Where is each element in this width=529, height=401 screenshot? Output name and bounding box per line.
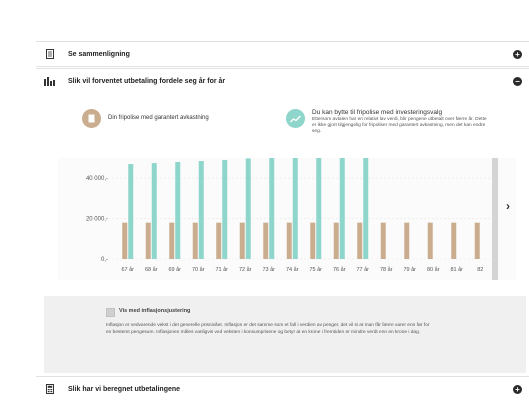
bar-investment	[269, 158, 275, 259]
collapse-icon[interactable]: −	[513, 76, 522, 86]
x-tick-label: 80 år	[427, 266, 440, 273]
bar-investment	[151, 163, 157, 259]
x-tick-label: 82	[477, 267, 483, 273]
y-tick-label: 40 000,-	[86, 176, 108, 182]
payout-chart-svg: 0,- 20 000,- 40 000,- 67 år 68 år 69 år 70 år 7…	[86, 158, 492, 273]
inflation-info-box: Vis med inflasjonsjustering Inflasjon er…	[44, 296, 526, 373]
bar-guaranteed	[474, 222, 480, 259]
x-tick-label: 77 år	[356, 266, 369, 273]
bar-investment	[198, 161, 204, 259]
bar-guaranteed	[310, 222, 316, 259]
bar-investment	[245, 158, 251, 259]
document-icon	[82, 109, 101, 128]
expand-icon[interactable]: +	[513, 49, 522, 59]
bar-investment	[128, 164, 134, 259]
legend-investment-label: Du kan bytte til fripolise med investeri…	[312, 109, 443, 116]
bar-guaranteed	[427, 222, 433, 259]
trend-up-icon	[286, 109, 305, 128]
bar-guaranteed	[286, 222, 292, 259]
x-tick-label: 79 år	[403, 266, 416, 273]
y-tick-label: 0,-	[101, 257, 108, 263]
bar-guaranteed	[122, 222, 128, 259]
distribution-section: Slik vil forventet utbetaling fordele se…	[36, 68, 529, 373]
bar-guaranteed	[333, 222, 339, 259]
distribution-title: Slik vil forventet utbetaling fordele se…	[68, 77, 226, 85]
x-tick-label: 78 år	[380, 266, 393, 273]
x-tick-label: 73 år	[262, 266, 275, 273]
bar-guaranteed	[263, 222, 269, 259]
distribution-header[interactable]: Slik vil forventet utbetaling fordele se…	[36, 69, 529, 93]
bar-investment	[339, 158, 345, 259]
calculation-section[interactable]: Slik har vi beregnet utbetalingene +	[36, 376, 529, 401]
x-tick-label: 70 år	[192, 266, 205, 273]
bar-investment	[175, 162, 181, 259]
bar-investment	[363, 158, 369, 259]
y-tick-label: 20 000,-	[86, 217, 108, 223]
bar-guaranteed	[216, 222, 222, 259]
x-tick-label: 68 år	[145, 266, 158, 273]
calculation-title: Slik har vi beregnet utbetalingene	[68, 385, 181, 393]
comparison-section[interactable]: Se sammenligning +	[36, 41, 529, 67]
bar-guaranteed	[404, 222, 410, 259]
expand-icon[interactable]: +	[513, 384, 522, 394]
comparison-header[interactable]: Se sammenligning +	[36, 42, 529, 66]
bar-guaranteed	[357, 222, 363, 259]
bar-guaranteed	[451, 222, 457, 259]
x-tick-label: 74 år	[286, 266, 299, 273]
bar-guaranteed	[380, 222, 386, 259]
x-tick-label: 72 år	[239, 266, 252, 273]
inflation-checkbox-label[interactable]: Vis med inflasjonsjustering	[119, 308, 191, 314]
bar-investment	[222, 160, 228, 259]
chart-scroll-edge	[492, 158, 498, 280]
x-tick-label: 75 år	[309, 266, 322, 273]
inflation-checkbox[interactable]	[106, 308, 115, 317]
legend-investment-description: Ettersom avtalen har en relativt lav ver…	[312, 117, 487, 134]
bar-investment	[292, 158, 298, 259]
comparison-title: Se sammenligning	[68, 50, 130, 58]
payout-chart: 0,- 20 000,- 40 000,- 67 år 68 år 69 år 70 år 7…	[58, 158, 516, 280]
bar-guaranteed	[145, 222, 151, 259]
x-tick-label: 81 år	[450, 266, 463, 273]
legend-guaranteed-label: Din fripolise med garantert avkastning	[108, 115, 209, 121]
bar-guaranteed	[169, 222, 175, 259]
calculator-icon	[40, 384, 60, 394]
bar-chart-icon	[40, 76, 60, 86]
calculation-header[interactable]: Slik har vi beregnet utbetalingene +	[36, 377, 529, 401]
x-tick-label: 76 år	[333, 266, 346, 273]
bar-guaranteed	[239, 222, 245, 259]
x-tick-label: 69 år	[168, 266, 181, 273]
document-icon	[40, 49, 60, 59]
bar-guaranteed	[192, 222, 198, 259]
chevron-right-icon[interactable]: ›	[506, 199, 510, 213]
x-tick-label: 67 år	[121, 266, 134, 273]
inflation-info-text: Inflasjon er vedvarende vekst i det gene…	[106, 323, 430, 335]
bar-investment	[316, 158, 322, 259]
x-tick-label: 71 år	[215, 266, 228, 273]
